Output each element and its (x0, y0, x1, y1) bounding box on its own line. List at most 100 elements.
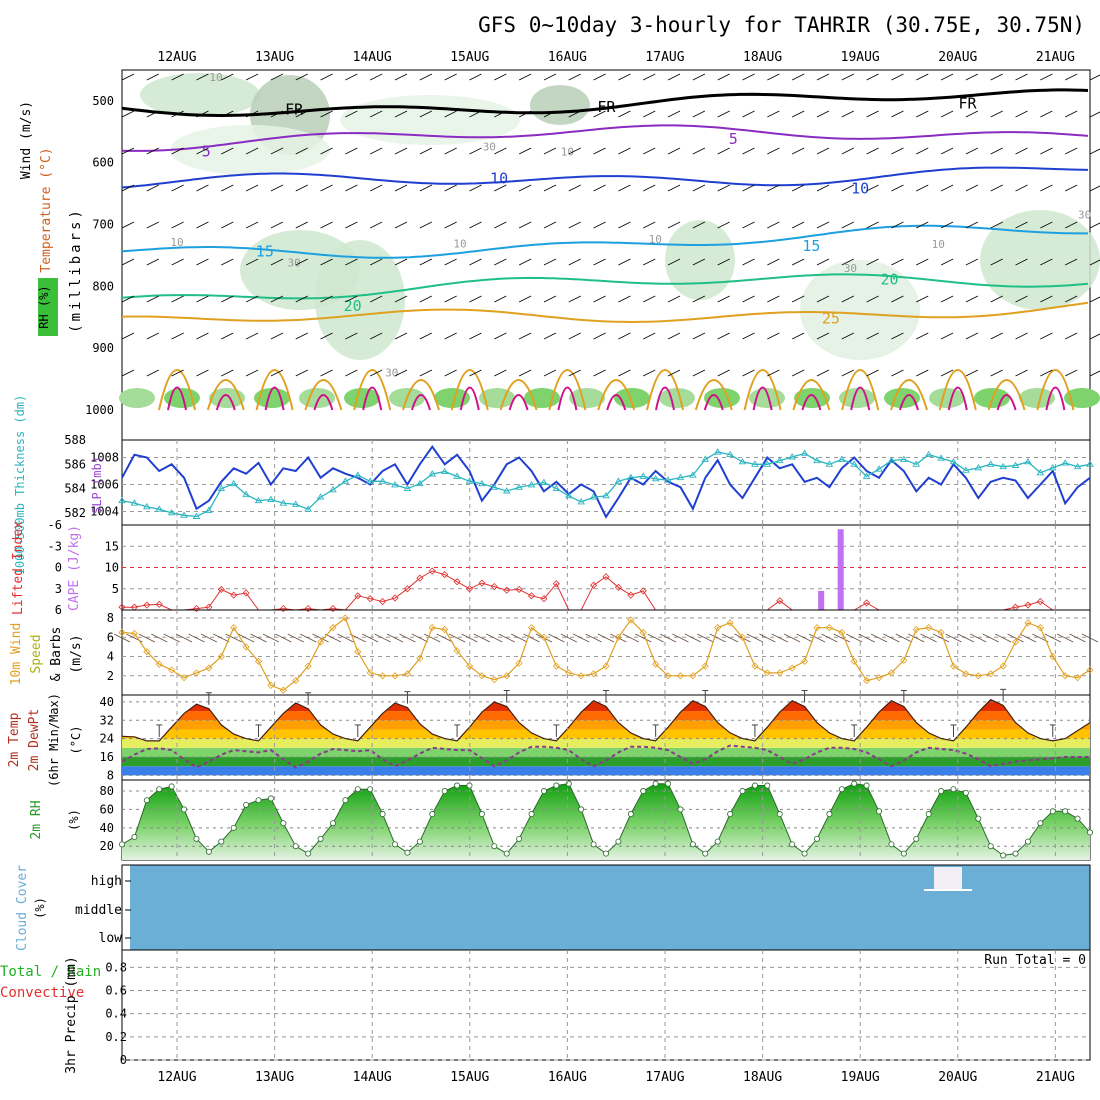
wind-barb (1015, 332, 1028, 340)
wind-barb (990, 110, 1003, 118)
wind-barb (742, 73, 755, 81)
wind-barb (1015, 295, 1028, 303)
wind-barb (345, 369, 358, 377)
date-tick-label: 14AUG (353, 50, 392, 65)
rh-point (913, 835, 920, 842)
wind-barb (444, 73, 457, 81)
wind-barb (469, 184, 482, 192)
wind-speed-point (341, 614, 349, 622)
thickness-point (291, 500, 300, 507)
cape-bar (818, 590, 825, 610)
day-gridlines (176, 780, 1056, 860)
isotherm-30-line (353, 369, 392, 411)
wind-barb (518, 221, 532, 229)
wind-barb (419, 184, 433, 192)
wind-speed-point (180, 674, 188, 682)
rh-point (702, 850, 709, 857)
wind-barb (270, 221, 284, 229)
wind-barb (419, 147, 433, 155)
wind-barb (245, 369, 259, 377)
wind-barb (940, 110, 954, 118)
wind-barb (1040, 258, 1053, 266)
rh-point (776, 811, 783, 818)
wind-barb (245, 110, 259, 118)
wind-barb (643, 73, 656, 81)
rh-point (876, 808, 883, 815)
thickness-point (924, 450, 933, 458)
side-label-wind: Wind (m/s) (19, 101, 34, 179)
lifted-point (1024, 601, 1032, 609)
wind-barb (345, 110, 358, 118)
wind-barb (121, 73, 135, 81)
thickness-point (701, 455, 710, 462)
wind-barb (444, 110, 457, 118)
wind-barb (370, 221, 383, 229)
thickness-point (564, 491, 573, 499)
wind-barb (1040, 184, 1053, 192)
day-gridlines (176, 950, 1056, 1060)
lifted-point (627, 591, 635, 599)
rh-axis-title-2: (%) (67, 809, 81, 831)
isotherm-35-line (850, 386, 871, 411)
wind-speed-point (403, 670, 412, 678)
thickness-point (726, 450, 734, 458)
isotherm-30-line (743, 369, 782, 411)
isotherm-30-line (694, 379, 733, 411)
rh-point (751, 782, 758, 789)
temperature-tick-label: 32 (100, 713, 114, 727)
wind-barb (618, 369, 631, 377)
rh-point (652, 780, 659, 787)
series-line (121, 451, 1091, 518)
rh-contour-label: 30 (287, 257, 300, 270)
wind-barb (916, 258, 929, 266)
surface-wind-barb (647, 633, 664, 643)
lifted-point (391, 594, 399, 602)
wind-barb (270, 110, 284, 118)
wind-barb (1015, 73, 1028, 81)
lifted-point (192, 605, 201, 613)
wind-barb (841, 258, 854, 266)
rh-area (929, 388, 965, 408)
wind-barb (866, 295, 879, 303)
wind-speed-point (279, 686, 287, 694)
surface-wind-barb (597, 633, 615, 643)
wind-barb (1015, 110, 1028, 118)
wind-barb (916, 295, 929, 303)
wind-barb (270, 295, 284, 303)
date-tick-label: 13AUG (255, 1070, 294, 1085)
surface-wind-barb (759, 633, 776, 643)
isotherm-30-line (548, 369, 587, 411)
wind-barb (891, 184, 904, 192)
wind-barb (345, 258, 358, 266)
wind-barb (419, 369, 433, 377)
wind-speed-point (168, 666, 176, 674)
isotherm-line (121, 301, 1089, 324)
wind-barb (667, 110, 681, 118)
thickness-point (838, 455, 846, 462)
wind-barb (419, 73, 433, 81)
wind-barb (916, 184, 929, 192)
wind-barb (394, 184, 408, 192)
wind-speed-point (217, 652, 225, 661)
wind-barb (940, 332, 954, 340)
slp-axis-title: SLP (mb) (90, 456, 104, 514)
rh-area (839, 388, 875, 408)
rh-shading (119, 73, 1100, 408)
wind-barb (543, 369, 557, 377)
thickness-point (664, 476, 672, 483)
wind-barb (841, 369, 854, 377)
wind-barb (370, 332, 383, 340)
date-tick-label: 20AUG (938, 1070, 977, 1085)
side-label-temperature: Temperature (°C) (39, 147, 54, 272)
wind-speed-point (254, 657, 263, 665)
rh-point (454, 782, 461, 789)
run-total-label: Run Total = 0 (984, 953, 1086, 968)
wind-barb (394, 332, 408, 340)
wind-barb (469, 295, 482, 303)
wind-barb (618, 110, 631, 118)
thickness-point (775, 456, 784, 464)
thickness-point (1024, 457, 1032, 465)
lifted-cape-plot: -6 -3 0 3 6 5 10 15 (48, 518, 1090, 617)
wind-barb (419, 221, 433, 229)
surface-wind-barb (362, 633, 379, 643)
